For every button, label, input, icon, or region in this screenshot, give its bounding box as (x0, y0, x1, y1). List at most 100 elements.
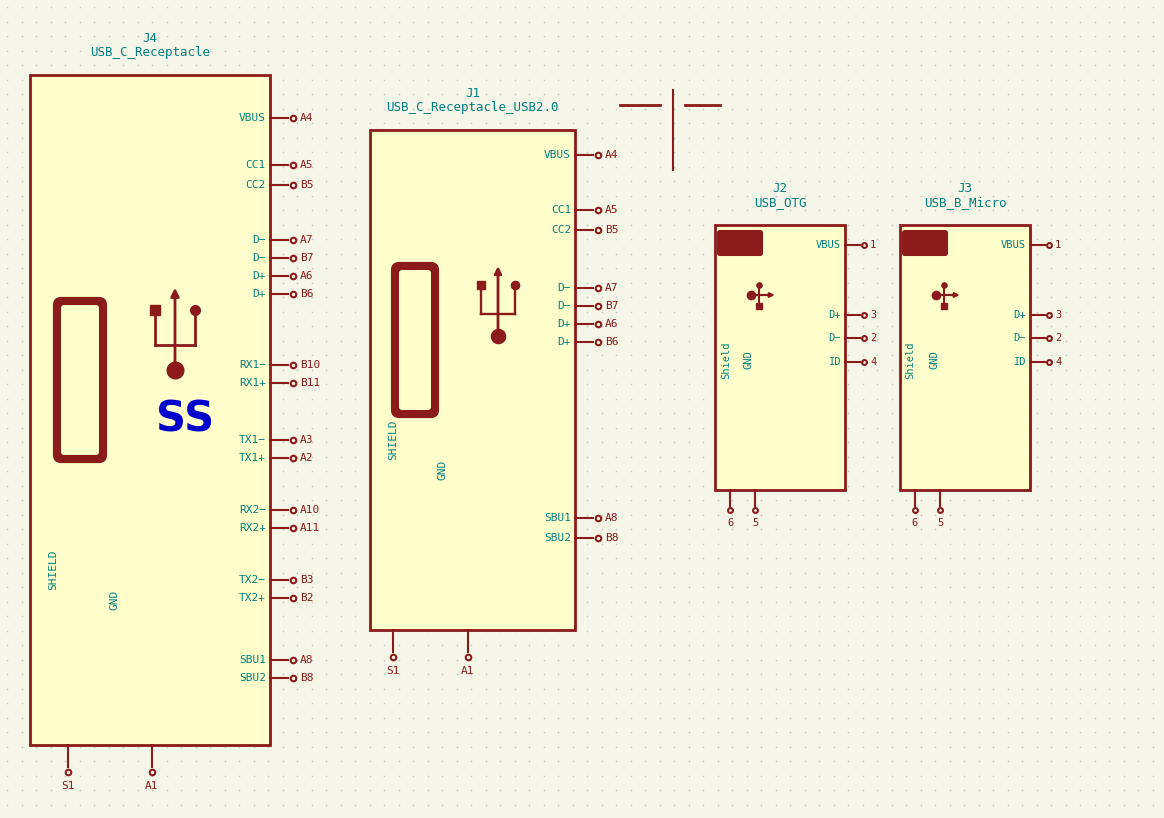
Point (680, 421, 698, 434)
Point (433, 798, 452, 811)
Point (42, 479, 61, 492)
Point (462, 479, 481, 492)
Point (970, 479, 988, 492)
Point (462, 131, 481, 144)
Point (128, 465, 147, 478)
Point (491, 654, 510, 667)
Point (1100, 711, 1119, 724)
Point (665, 44, 683, 57)
Point (1086, 551, 1105, 564)
Point (128, 581, 147, 594)
Point (317, 262, 335, 275)
Point (128, 755, 147, 768)
Point (0, 29, 16, 43)
Point (941, 320, 959, 333)
Point (839, 609, 858, 622)
Point (462, 407, 481, 420)
Point (970, 436, 988, 449)
Point (476, 189, 495, 202)
Point (592, 436, 611, 449)
Point (636, 117, 654, 130)
Point (1114, 146, 1133, 159)
Point (810, 204, 829, 217)
Point (520, 537, 539, 551)
Point (651, 305, 669, 318)
Point (418, 436, 436, 449)
Point (491, 639, 510, 652)
Point (563, 335, 582, 348)
Point (911, 551, 930, 564)
Point (505, 59, 524, 72)
Point (984, 305, 1002, 318)
Bar (900, 225, 1030, 490)
Point (810, 421, 829, 434)
Point (520, 290, 539, 303)
Point (752, 726, 771, 739)
Point (390, 117, 409, 130)
Point (505, 29, 524, 43)
Point (56, 335, 74, 348)
Point (1028, 189, 1046, 202)
Point (954, 1, 973, 14)
Point (1100, 290, 1119, 303)
Point (361, 189, 379, 202)
Text: A4: A4 (605, 150, 618, 160)
Point (244, 581, 263, 594)
Point (563, 421, 582, 434)
Point (27, 175, 45, 188)
Point (651, 276, 669, 290)
Point (1129, 102, 1148, 115)
Point (1114, 508, 1133, 521)
Point (723, 276, 741, 290)
Point (824, 276, 843, 290)
Point (970, 667, 988, 681)
Point (984, 581, 1002, 594)
Point (606, 755, 625, 768)
Point (970, 450, 988, 463)
Point (27, 682, 45, 695)
Point (201, 16, 220, 29)
Point (143, 247, 162, 260)
Point (897, 784, 916, 797)
Point (853, 551, 872, 564)
Point (1114, 566, 1133, 579)
Point (361, 348, 379, 362)
Point (288, 16, 306, 29)
Point (1028, 479, 1046, 492)
Point (143, 523, 162, 536)
Point (520, 175, 539, 188)
Point (766, 697, 785, 710)
Point (579, 378, 597, 391)
Point (592, 581, 611, 594)
Point (186, 16, 205, 29)
Point (680, 276, 698, 290)
Point (694, 407, 712, 420)
Point (1086, 450, 1105, 463)
Point (984, 465, 1002, 478)
Point (491, 596, 510, 609)
Point (534, 798, 553, 811)
Point (1143, 378, 1162, 391)
Point (1071, 784, 1090, 797)
Point (99, 436, 118, 449)
Point (0, 305, 16, 318)
Point (71, 566, 90, 579)
Point (579, 73, 597, 86)
Point (563, 16, 582, 29)
Point (1013, 436, 1031, 449)
Point (418, 232, 436, 245)
Point (128, 16, 147, 29)
Point (563, 798, 582, 811)
Point (230, 131, 249, 144)
Point (579, 305, 597, 318)
Point (317, 88, 335, 101)
Point (317, 204, 335, 217)
Point (781, 29, 800, 43)
Point (941, 160, 959, 173)
Point (13, 624, 31, 637)
Point (114, 29, 133, 43)
Point (186, 450, 205, 463)
Point (447, 407, 466, 420)
Point (258, 494, 277, 507)
Point (317, 624, 335, 637)
